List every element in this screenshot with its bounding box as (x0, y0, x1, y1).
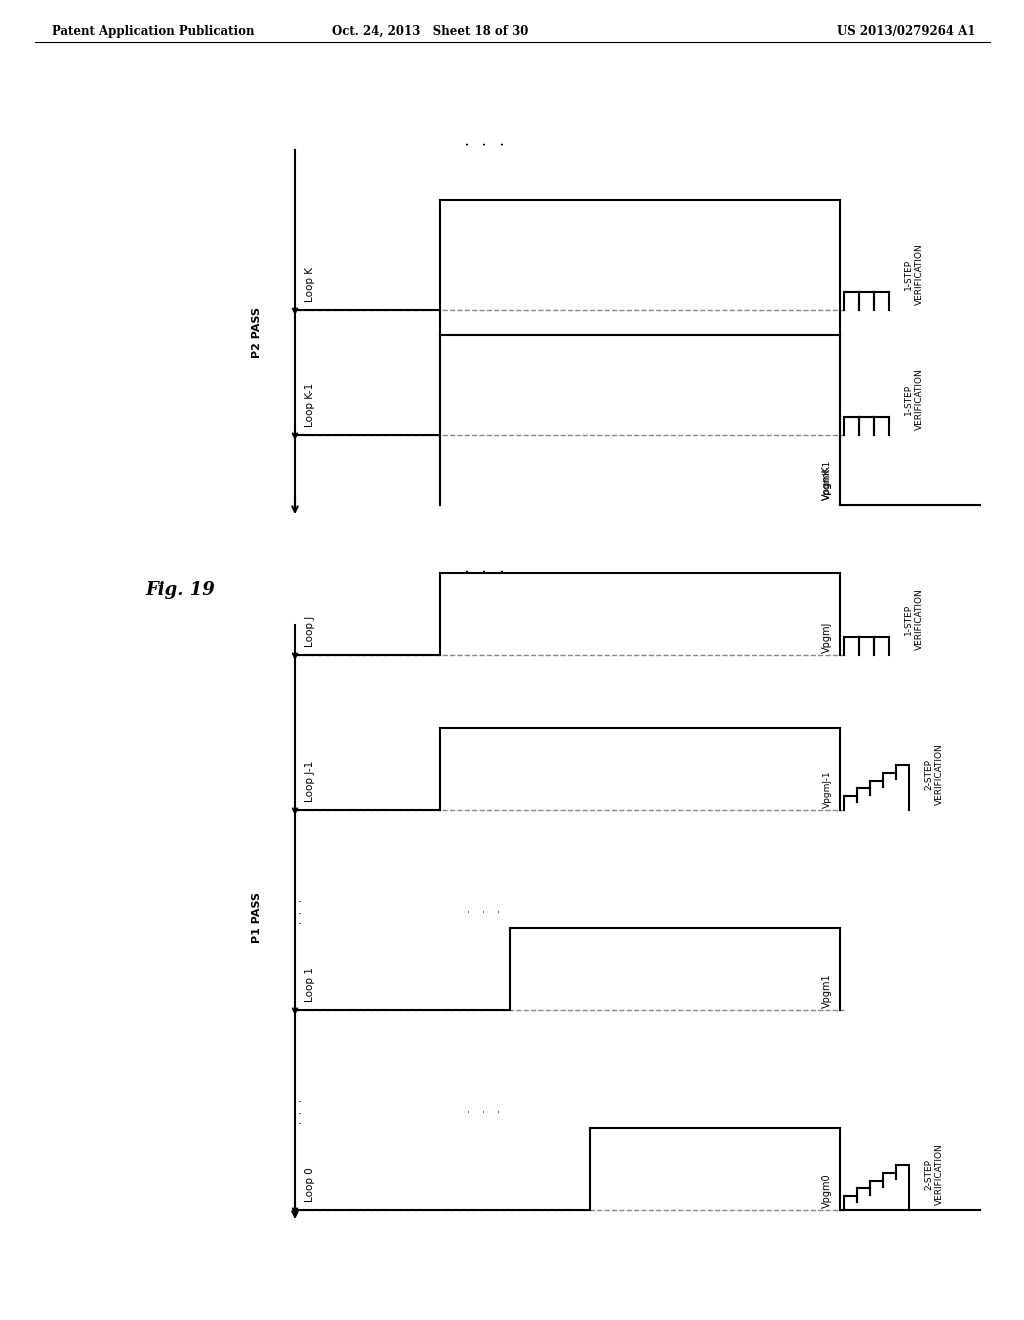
Text: Fig. 19: Fig. 19 (145, 581, 215, 599)
Text: 1-STEP
VERIFICATION: 1-STEP VERIFICATION (904, 368, 924, 430)
Text: .
.
.: . . . (459, 908, 502, 912)
Text: VpgmJ-1: VpgmJ-1 (823, 771, 831, 808)
Text: Loop 0: Loop 0 (305, 1167, 315, 1203)
Text: Patent Application Publication: Patent Application Publication (52, 25, 255, 38)
Text: .
.
.: . . . (455, 140, 505, 145)
Text: 2-STEP
VERIFICATION: 2-STEP VERIFICATION (925, 1143, 944, 1205)
Text: 1-STEP
VERIFICATION: 1-STEP VERIFICATION (904, 243, 924, 305)
Text: .
.
.: . . . (298, 1093, 302, 1127)
Text: 1-STEP
VERIFICATION: 1-STEP VERIFICATION (904, 589, 924, 649)
Text: Loop 1: Loop 1 (305, 968, 315, 1002)
Text: US 2013/0279264 A1: US 2013/0279264 A1 (837, 25, 975, 38)
Text: Loop J: Loop J (305, 615, 315, 647)
Text: .
.
.: . . . (455, 568, 505, 573)
Text: Loop J-1: Loop J-1 (305, 760, 315, 803)
Text: Vpgm1: Vpgm1 (822, 973, 831, 1008)
Text: 2-STEP
VERIFICATION: 2-STEP VERIFICATION (925, 743, 944, 805)
Text: .
.
.: . . . (459, 1107, 502, 1111)
Text: VpgmJ: VpgmJ (822, 622, 831, 653)
Text: Loop K-1: Loop K-1 (305, 383, 315, 426)
Text: Oct. 24, 2013   Sheet 18 of 30: Oct. 24, 2013 Sheet 18 of 30 (332, 25, 528, 38)
Text: P1 PASS: P1 PASS (252, 892, 262, 942)
Text: Vpgm0: Vpgm0 (822, 1173, 831, 1208)
Text: P2 PASS: P2 PASS (252, 308, 262, 358)
Text: Loop K: Loop K (305, 267, 315, 302)
Text: VpgmK-1: VpgmK-1 (823, 459, 831, 500)
Text: VpgmK: VpgmK (822, 465, 831, 500)
Text: .
.
.: . . . (298, 892, 302, 928)
